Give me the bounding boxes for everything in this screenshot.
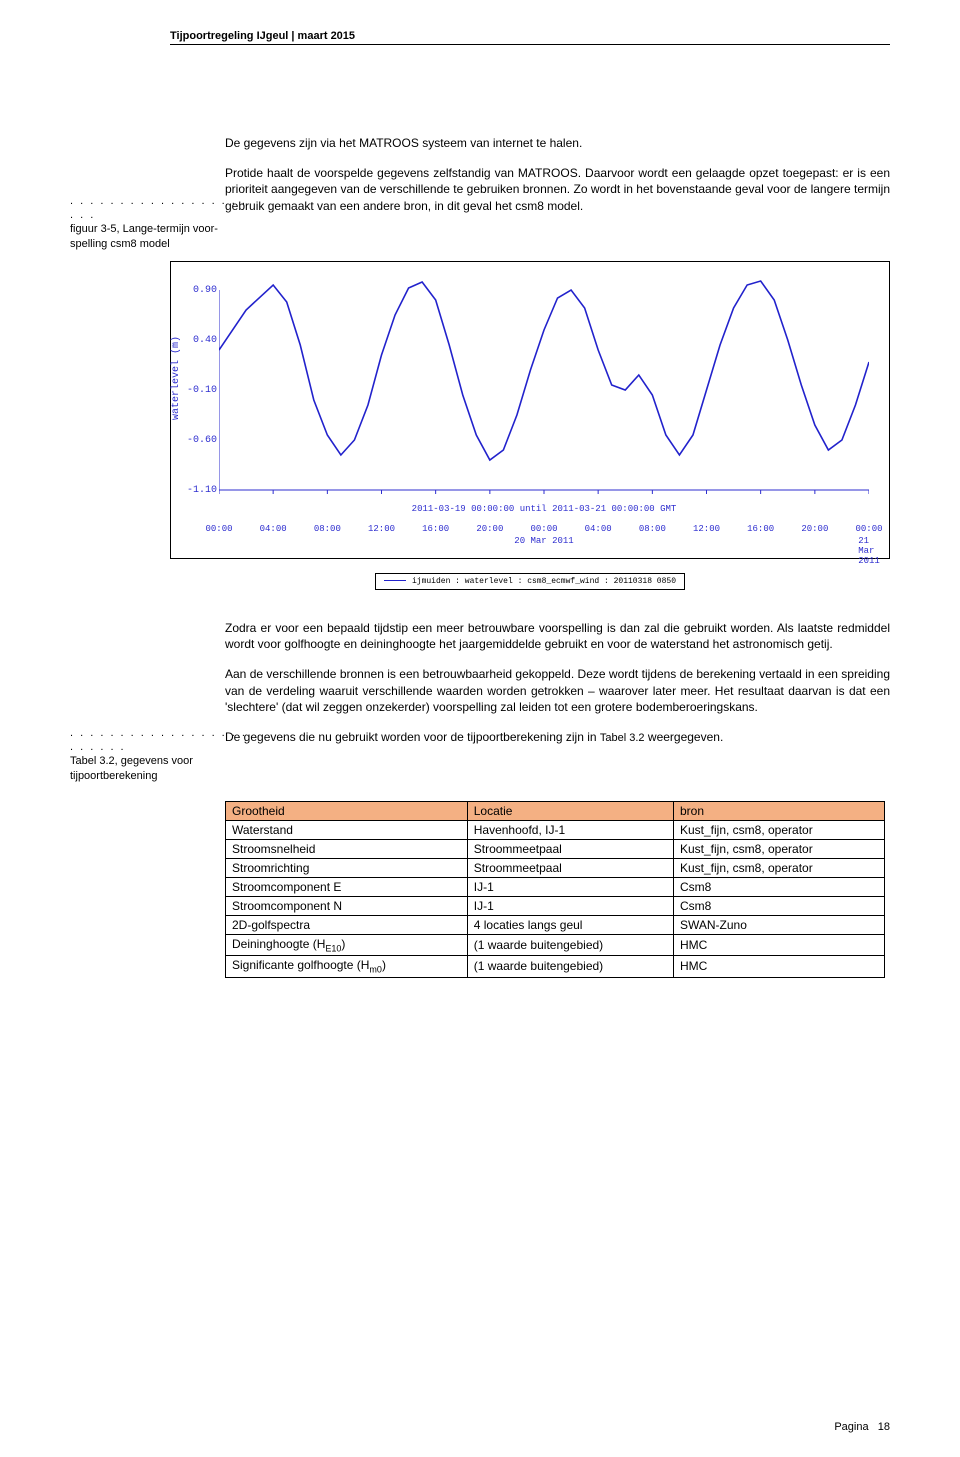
table-row: Stroomcomponent NIJ-1Csm8 [226, 896, 885, 915]
x-tick-label: 08:00 [639, 524, 666, 534]
table-cell: Csm8 [673, 877, 884, 896]
x-tick-label: 08:00 [314, 524, 341, 534]
x-tick-label: 16:00 [747, 524, 774, 534]
data-table: GrootheidLocatiebron WaterstandHavenhoof… [225, 801, 885, 978]
table-header-row: GrootheidLocatiebron [226, 801, 885, 820]
x-tick-label: 20:00 [801, 524, 828, 534]
y-axis-label: waterlevel (m) [171, 336, 182, 420]
caption-dots: . . . . . . . . . . . . . . . . . . . . … [70, 194, 250, 223]
paragraph-4: Aan de verschillende bronnen is een betr… [225, 666, 890, 715]
y-tick-label: 0.90 [183, 285, 217, 296]
table-cell: Stroommeetpaal [467, 858, 673, 877]
paragraph-3: Zodra er voor een bepaald tijdstip een m… [225, 620, 890, 652]
table-cell: 2D-golfspectra [226, 915, 468, 934]
table-row: StroomrichtingStroommeetpaalKust_fijn, c… [226, 858, 885, 877]
y-tick-label: -0.10 [183, 385, 217, 396]
legend-text: ijmuiden : waterlevel : csm8_ecmwf_wind … [412, 577, 676, 586]
table-cell: Kust_fijn, csm8, operator [673, 820, 884, 839]
table-cell: Csm8 [673, 896, 884, 915]
x-ticks: 00:0004:0008:0012:0016:0020:0000:0004:00… [219, 524, 869, 552]
table-cell: Kust_fijn, csm8, operator [673, 858, 884, 877]
caption-line: Tabel 3.2, gegevens voor [70, 754, 250, 768]
table-caption: . . . . . . . . . . . . . . . . . . . . … [70, 726, 250, 783]
table-cell: Deininghoogte (HE10) [226, 934, 468, 955]
x-tick-label: 12:00 [368, 524, 395, 534]
table-row: Significante golfhoogte (Hm0)(1 waarde b… [226, 956, 885, 977]
table-row: WaterstandHavenhoofd, IJ-1Kust_fijn, csm… [226, 820, 885, 839]
table-header-cell: bron [673, 801, 884, 820]
table-cell: Kust_fijn, csm8, operator [673, 839, 884, 858]
x-tick-label: 04:00 [260, 524, 287, 534]
table-cell: Stroomrichting [226, 858, 468, 877]
caption-line: spelling csm8 model [70, 237, 250, 251]
x-sub-label: 20 Mar 2011 [514, 536, 573, 546]
table-body: WaterstandHavenhoofd, IJ-1Kust_fijn, csm… [226, 820, 885, 977]
plot-svg [219, 280, 869, 510]
caption-line: figuur 3-5, Lange-termijn voor- [70, 222, 250, 236]
y-tick-label: -1.10 [183, 485, 217, 496]
table-cell: SWAN-Zuno [673, 915, 884, 934]
legend-line-icon [384, 580, 406, 581]
chart-container: waterlevel (m) 0.90 0.40 -0.10 -0.60 -1.10 2… [170, 261, 890, 590]
table-cell: Stroomsnelheid [226, 839, 468, 858]
table-cell: HMC [673, 956, 884, 977]
x-tick-label: 12:00 [693, 524, 720, 534]
table-cell: IJ-1 [467, 896, 673, 915]
x-tick-label: 04:00 [585, 524, 612, 534]
table-cell: Waterstand [226, 820, 468, 839]
paragraph-2: Protide haalt de voorspelde gegevens zel… [225, 165, 890, 214]
table-cell: Havenhoofd, IJ-1 [467, 820, 673, 839]
table-cell: Stroomcomponent N [226, 896, 468, 915]
x-tick-label: 16:00 [422, 524, 449, 534]
table-row: StroomsnelheidStroommeetpaalKust_fijn, c… [226, 839, 885, 858]
x-tick-label: 20:00 [476, 524, 503, 534]
caption-dots: . . . . . . . . . . . . . . . . . . . . … [70, 726, 250, 755]
chart-title-line: 2011-03-19 00:00:00 until 2011-03-21 00:… [219, 504, 869, 514]
table-cell: HMC [673, 934, 884, 955]
doc-header: Tijpoortregeling IJgeul | maart 2015 [170, 30, 890, 45]
caption-line: tijpoortberekening [70, 769, 250, 783]
table-cell: Stroommeetpaal [467, 839, 673, 858]
paragraph-1: De gegevens zijn via het MATROOS systeem… [225, 135, 890, 151]
x-sub-label: 21 Mar 2011 [858, 536, 880, 566]
table-cell: Stroomcomponent E [226, 877, 468, 896]
table-cell: (1 waarde buitengebied) [467, 956, 673, 977]
x-tick-label: 00:00 [530, 524, 557, 534]
chart-legend: ijmuiden : waterlevel : csm8_ecmwf_wind … [375, 573, 685, 590]
figure-caption: . . . . . . . . . . . . . . . . . . . . … [70, 194, 250, 251]
table-cell: 4 locaties langs geul [467, 915, 673, 934]
paragraph-5: De gegevens die nu gebruikt worden voor … [225, 729, 890, 746]
table-row: 2D-golfspectra4 locaties langs geulSWAN-… [226, 915, 885, 934]
x-tick-label: 00:00 [855, 524, 882, 534]
table-cell: IJ-1 [467, 877, 673, 896]
x-tick-label: 00:00 [205, 524, 232, 534]
table-header-cell: Locatie [467, 801, 673, 820]
table-row: Deininghoogte (HE10)(1 waarde buitengebi… [226, 934, 885, 955]
table-cell: Significante golfhoogte (Hm0) [226, 956, 468, 977]
y-tick-label: -0.60 [183, 435, 217, 446]
chart-box: waterlevel (m) 0.90 0.40 -0.10 -0.60 -1.10 2… [170, 261, 890, 559]
table-row: Stroomcomponent EIJ-1Csm8 [226, 877, 885, 896]
table-cell: (1 waarde buitengebied) [467, 934, 673, 955]
page-footer: Pagina 18 [834, 1421, 890, 1433]
table-header-cell: Grootheid [226, 801, 468, 820]
y-tick-label: 0.40 [183, 335, 217, 346]
